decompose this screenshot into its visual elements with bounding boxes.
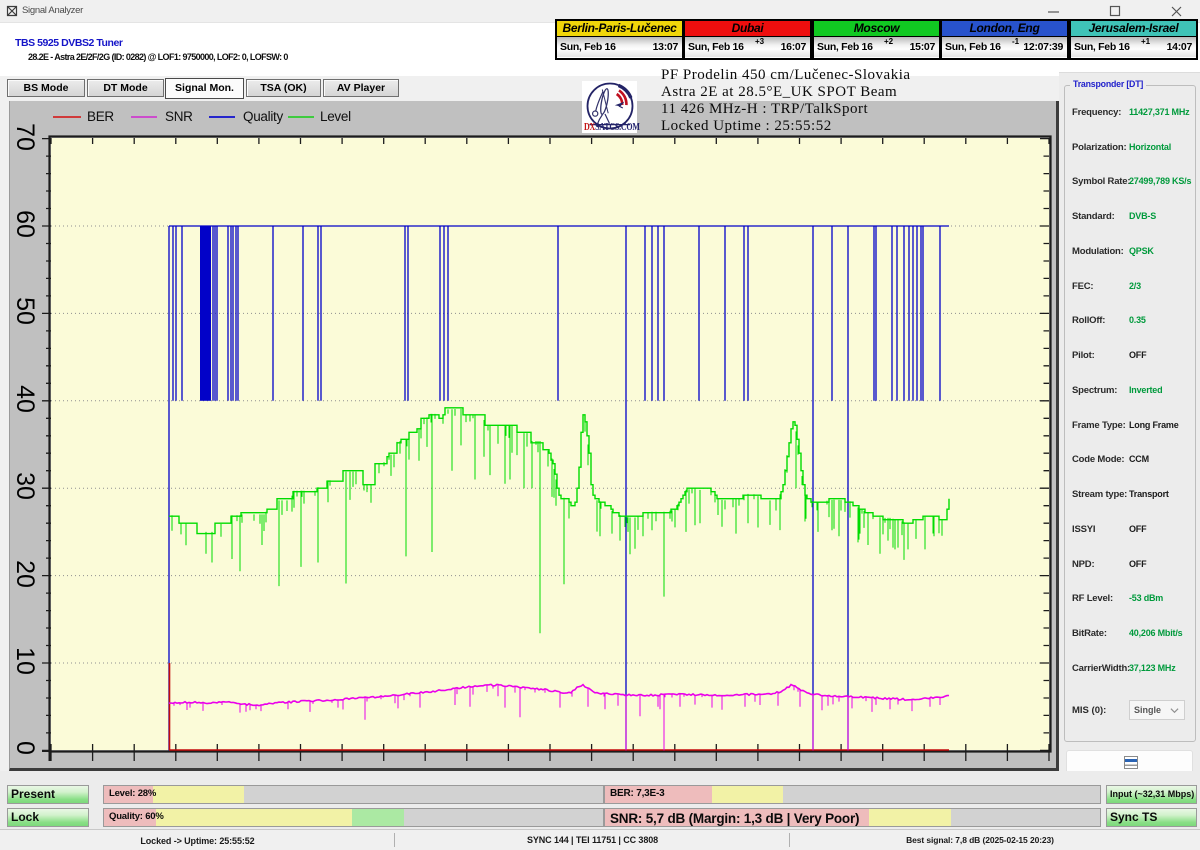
svg-text:10: 10 [11, 647, 39, 675]
svg-text:20: 20 [11, 560, 39, 588]
svg-text:30: 30 [11, 472, 39, 500]
svg-text:0: 0 [11, 741, 39, 755]
svg-text:70: 70 [11, 123, 39, 151]
svg-text:50: 50 [11, 297, 39, 325]
svg-text:40: 40 [11, 385, 39, 413]
svg-text:60: 60 [11, 210, 39, 238]
